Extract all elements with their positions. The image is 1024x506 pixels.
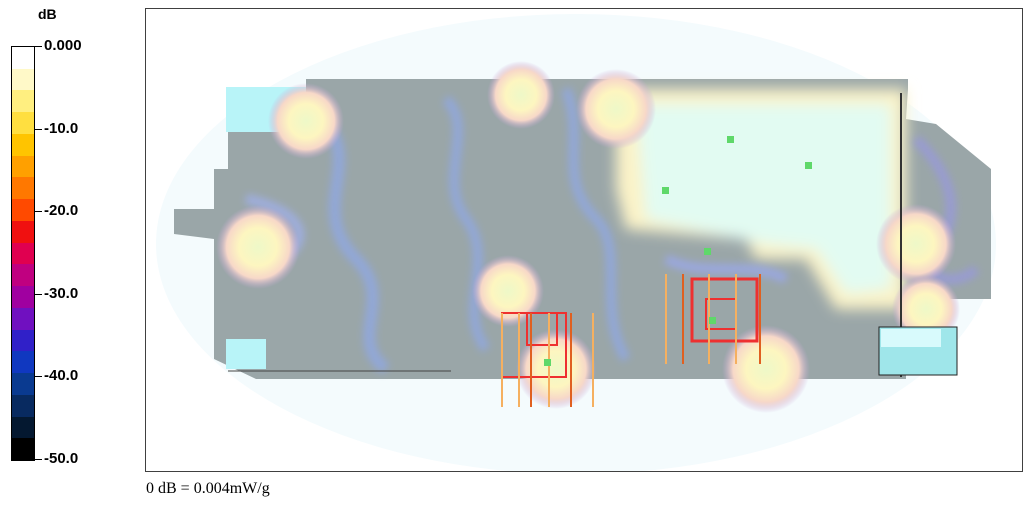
colorbar-segment: [12, 351, 34, 373]
hotspots: [216, 61, 960, 413]
colorbar-segment: [12, 264, 34, 286]
colorbar-segment: [12, 221, 34, 243]
colorbar-tick-label: -20.0: [44, 202, 79, 219]
colorbar-unit-label: dB: [38, 6, 57, 22]
colorbar-segment: [12, 134, 34, 156]
colorbar-segment: [12, 112, 34, 134]
colorbar-tick-label: -10.0: [44, 120, 79, 137]
field-region-right: [616, 89, 906, 309]
sar-heatmap-plot: [145, 8, 1023, 472]
colorbar-segment: [12, 177, 34, 199]
colorbar-segment: [12, 69, 34, 90]
probe-traces: [501, 274, 761, 407]
heatmap-svg: [156, 14, 996, 471]
patch-cyan-bottom-left: [226, 339, 266, 369]
colorbar-tick: [35, 294, 42, 295]
colorbar-segment: [12, 438, 34, 460]
reference-note: 0 dB = 0.004mW/g: [146, 480, 270, 497]
colorbar-segment: [12, 199, 34, 221]
colorbar-segment: [12, 417, 34, 438]
colorbar: [11, 46, 35, 461]
colorbar-segment: [12, 47, 34, 69]
colorbar-tick: [35, 46, 42, 47]
colorbar-segment: [12, 90, 34, 112]
colorbar-segment: [12, 395, 34, 417]
colorbar-tick-label: 0.000: [44, 37, 82, 54]
colorbar-tick: [35, 376, 42, 377]
colorbar-tick-label: -30.0: [44, 285, 79, 302]
colorbar-tick: [35, 459, 42, 460]
colorbar-tick: [35, 129, 42, 130]
cyan-block-highlight: [881, 329, 941, 347]
colorbar-tick-label: -50.0: [44, 450, 79, 467]
colorbar-segment: [12, 243, 34, 264]
colorbar-segment: [12, 308, 34, 330]
colorbar-segment: [12, 373, 34, 395]
colorbar-segment: [12, 156, 34, 177]
colorbar-tick: [35, 211, 42, 212]
colorbar-tick-label: -40.0: [44, 367, 79, 384]
colorbar-segment: [12, 286, 34, 308]
measurement-points: [544, 136, 812, 366]
colorbar-segment: [12, 330, 34, 351]
